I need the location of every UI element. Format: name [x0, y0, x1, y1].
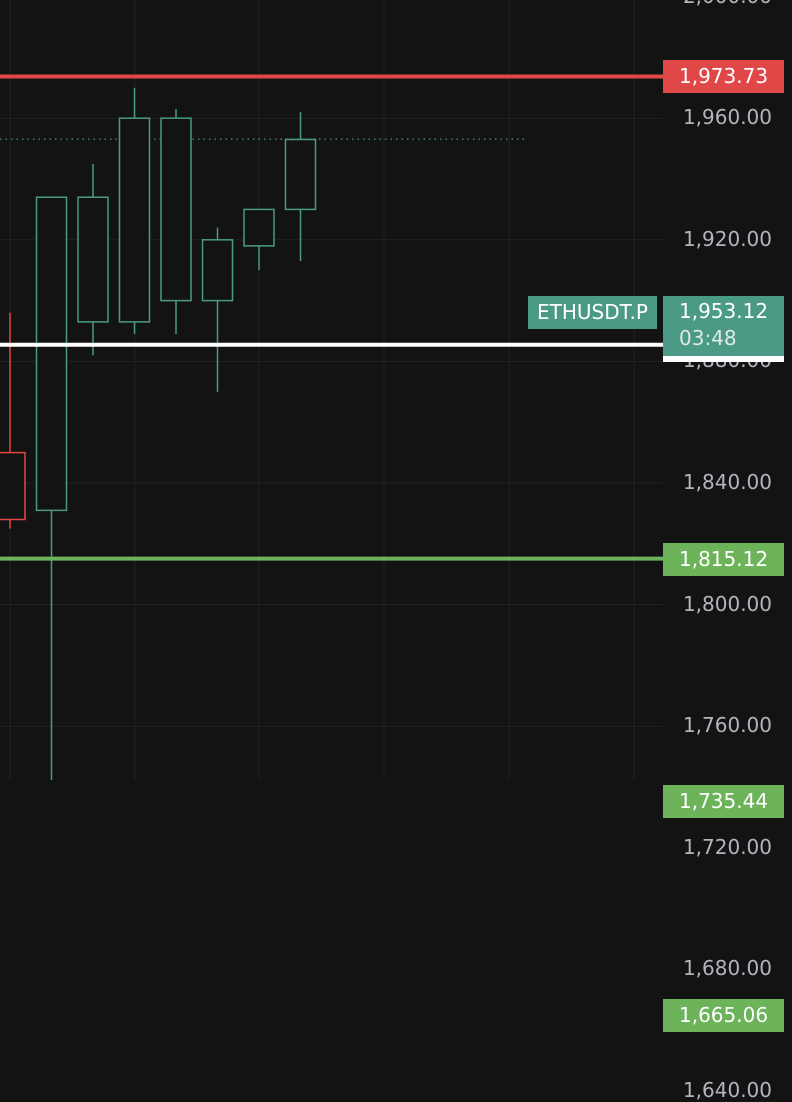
level-label-support: 1,815.12	[663, 542, 784, 576]
price-tick-label: 2,000.00	[683, 0, 772, 6]
price-tick-label: 1,920.00	[682, 226, 772, 251]
bar-countdown: 03:48	[679, 326, 737, 350]
candle-body	[284, 138, 317, 211]
price-tick-label: 1,720.00	[682, 834, 772, 859]
level-label-resistance: 1,973.73	[663, 60, 784, 94]
candle-body	[118, 117, 151, 323]
level-label-support: 1,735.44	[663, 784, 784, 818]
candle-body	[77, 196, 109, 323]
price-tick-label: 1,840.00	[682, 470, 772, 494]
candle-body	[160, 117, 192, 302]
candle-body	[201, 239, 234, 302]
price-tick-label: 1,760.00	[682, 713, 772, 738]
price-tick-label: 1,640.00	[682, 1078, 772, 1102]
last-price-label: 1,953.12 03:48	[663, 296, 784, 356]
candle-body	[35, 196, 68, 512]
symbol-label: ETHUSDT.P	[528, 296, 657, 329]
price-chart[interactable]	[0, 0, 792, 780]
price-tick-label: 1,680.00	[682, 956, 772, 981]
price-tick-label: 1,960.00	[682, 105, 772, 130]
level-label-support: 1,665.06	[663, 998, 784, 1032]
candle-body	[0, 451, 26, 521]
candle-body	[243, 208, 275, 247]
price-tick-label: 1,800.00	[682, 591, 772, 616]
last-price-value: 1,953.12	[679, 299, 769, 323]
